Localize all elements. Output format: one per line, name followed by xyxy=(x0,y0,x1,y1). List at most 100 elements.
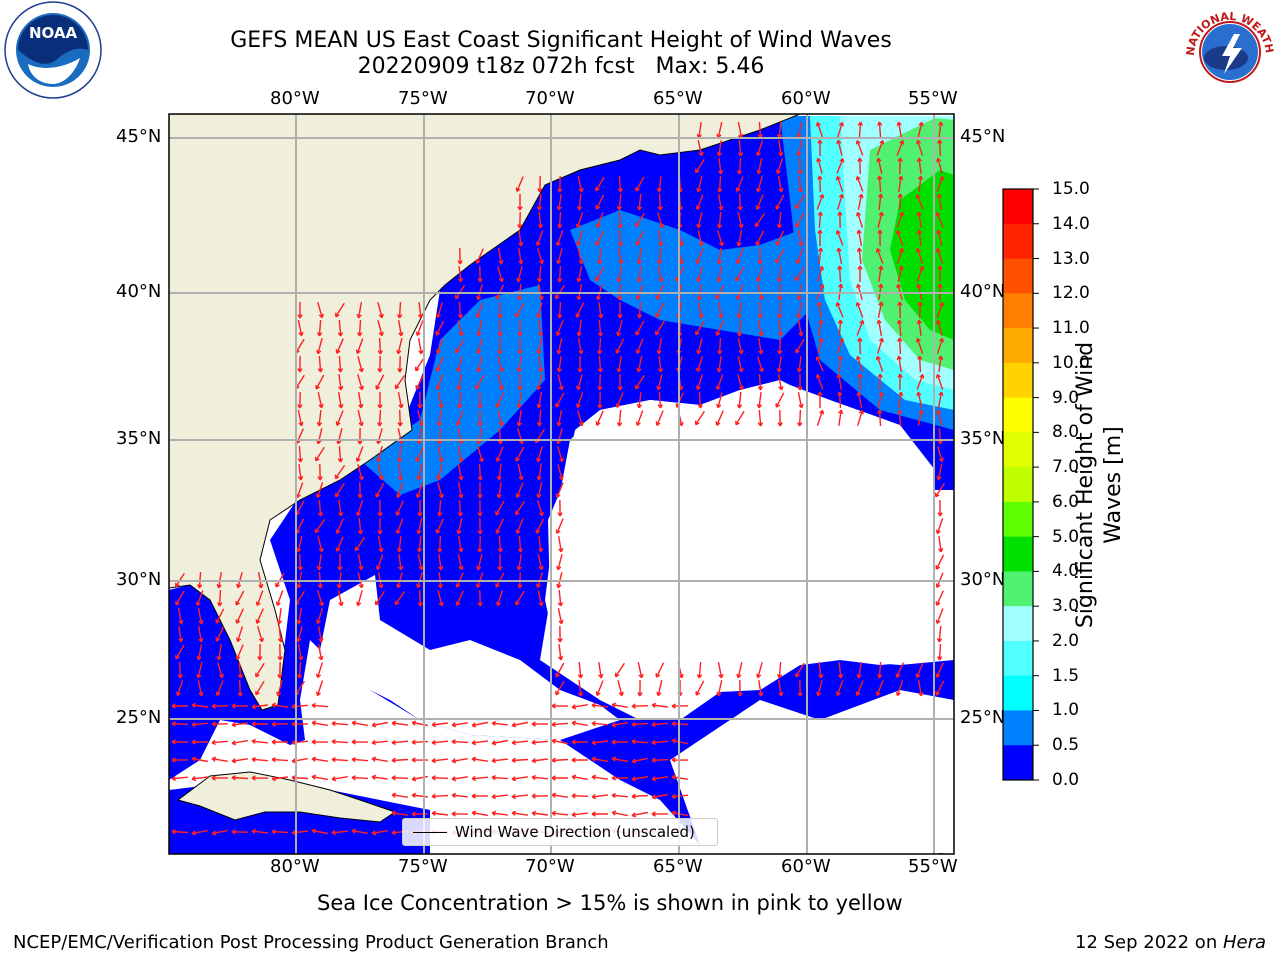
wave-arrow xyxy=(456,356,463,373)
wave-arrow xyxy=(635,176,645,192)
wave-arrow xyxy=(497,535,503,553)
wave-arrow xyxy=(635,320,645,336)
wave-arrow xyxy=(837,391,843,409)
wave-arrow xyxy=(516,553,522,571)
wave-arrow xyxy=(916,157,922,174)
wave-arrow xyxy=(717,158,724,175)
wave-arrow xyxy=(377,499,383,517)
wave-arrow xyxy=(935,590,944,606)
wave-arrow xyxy=(391,757,409,764)
wave-arrow xyxy=(595,212,604,229)
wave-arrow xyxy=(636,301,643,319)
wave-arrow xyxy=(457,247,463,265)
colorbar-tick-label: 13.0 xyxy=(1052,248,1090,269)
wave-arrow xyxy=(917,679,924,697)
lon-label-bottom-80w: 80°W xyxy=(270,856,320,877)
wave-arrow xyxy=(455,410,464,427)
wave-arrow xyxy=(818,662,824,679)
wave-arrow xyxy=(351,739,369,745)
wave-arrow xyxy=(896,247,904,264)
wave-arrow xyxy=(876,319,883,337)
lon-label-bottom-65w: 65°W xyxy=(653,856,703,877)
wave-arrow xyxy=(311,774,329,781)
wave-arrow xyxy=(935,554,945,570)
wave-arrow xyxy=(836,139,843,156)
wave-arrow xyxy=(896,319,903,336)
wave-arrow xyxy=(938,355,944,372)
wave-arrow xyxy=(937,139,943,157)
wave-arrow xyxy=(856,229,863,247)
colorbar-swatch xyxy=(1003,501,1033,538)
cuba-land xyxy=(176,771,397,823)
wave-arrow xyxy=(297,355,303,373)
wave-arrow xyxy=(397,409,403,427)
wave-arrow xyxy=(737,193,743,211)
wave-arrow xyxy=(477,499,483,517)
wave-arrow xyxy=(477,391,483,409)
wave-arrow xyxy=(571,811,589,818)
wave-arrow xyxy=(611,756,629,763)
wave-arrow xyxy=(456,391,463,409)
wave-arrow xyxy=(196,662,203,679)
wave-arrow xyxy=(537,248,544,265)
wave-arrow xyxy=(836,121,844,138)
wave-arrow xyxy=(657,391,663,409)
wave-arrow xyxy=(716,211,723,229)
wave-arrow xyxy=(616,320,623,337)
wave-arrow xyxy=(375,374,385,390)
wave-arrow xyxy=(917,175,924,192)
wave-arrow xyxy=(335,338,344,354)
wave-arrow xyxy=(577,248,584,265)
lat-label-left-35n: 35°N xyxy=(116,428,162,449)
wave-arrow xyxy=(835,175,844,192)
wave-arrow xyxy=(875,355,884,372)
wave-arrow xyxy=(371,829,389,836)
wave-arrow xyxy=(177,607,184,625)
wave-arrow xyxy=(938,536,944,553)
wave-arrow xyxy=(536,193,543,211)
wave-arrow xyxy=(937,391,944,409)
wave-arrow xyxy=(657,355,664,373)
wave-arrow xyxy=(798,229,804,247)
wave-arrow xyxy=(311,756,329,762)
wave-arrow xyxy=(631,757,648,764)
wave-arrow xyxy=(211,775,229,781)
wave-arrow xyxy=(411,811,429,817)
colorbar-swatch xyxy=(1003,467,1033,503)
wave-arrow xyxy=(538,536,544,553)
wave-arrow xyxy=(657,212,664,229)
wave-arrow xyxy=(211,829,228,836)
wave-arrow xyxy=(331,738,349,745)
wave-arrow xyxy=(335,518,344,534)
wave-arrow xyxy=(556,554,563,571)
wave-arrow xyxy=(571,720,589,727)
wave-arrow xyxy=(436,410,443,427)
wave-arrow xyxy=(777,175,784,193)
wave-arrow xyxy=(537,211,544,229)
wave-arrow xyxy=(175,590,185,606)
wave-arrow xyxy=(855,301,864,318)
wave-arrow xyxy=(735,176,744,192)
wave-arrow xyxy=(794,194,805,210)
wave-arrow xyxy=(351,756,369,763)
wave-arrow xyxy=(577,337,584,355)
wave-arrow xyxy=(656,337,663,355)
wave-arrow xyxy=(477,535,483,553)
wave-arrow xyxy=(551,738,569,745)
wave-arrow xyxy=(877,373,883,391)
wave-arrow xyxy=(776,212,783,229)
wave-arrow xyxy=(635,230,645,246)
wave-arrow xyxy=(497,374,504,391)
wave-arrow xyxy=(396,536,403,553)
wave-arrow xyxy=(375,554,384,571)
wave-arrow xyxy=(458,535,464,553)
wave-arrow xyxy=(315,608,324,625)
wave-arrow xyxy=(277,625,284,643)
wave-arrow xyxy=(636,392,643,409)
wave-arrow xyxy=(351,775,369,781)
wave-arrow xyxy=(596,337,603,355)
wave-arrow xyxy=(477,517,483,535)
colorbar-swatch xyxy=(1003,710,1033,746)
wave-arrow xyxy=(371,721,389,728)
wave-arrow xyxy=(591,739,608,746)
